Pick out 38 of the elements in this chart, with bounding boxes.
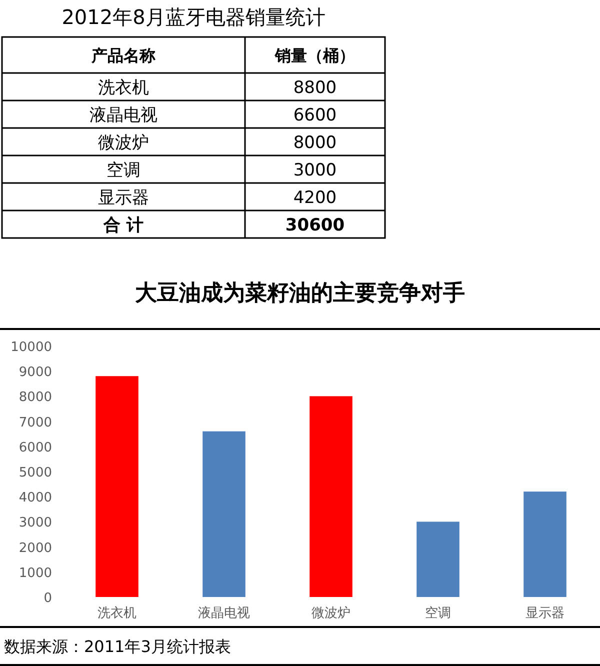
y-tick-label: 7000 [18, 415, 52, 430]
x-tick-label: 空调 [425, 606, 451, 621]
source-note: 数据来源：2011年3月统计报表 [4, 637, 231, 656]
x-tick-label: 液晶电视 [198, 606, 250, 621]
data-label: 8000 [293, 132, 337, 153]
x-tick-label: 显示器 [526, 606, 564, 621]
y-tick-label: 6000 [18, 440, 52, 456]
y-tick-label: 5000 [18, 466, 52, 480]
text: 合 计 [102, 215, 144, 236]
category-label: 洗衣机 [98, 78, 149, 98]
text: 产品名称 [90, 46, 156, 65]
category-label: 空调 [106, 160, 140, 180]
text: 销量（桶） [274, 46, 355, 65]
data-label: 3000 [293, 160, 337, 180]
y-tick-label: 1000 [18, 566, 52, 581]
x-tick-label: 微波炉 [312, 606, 350, 621]
y-tick-label: 10000 [10, 340, 52, 355]
y-tick-label: 4000 [18, 490, 52, 506]
category-label: 显示器 [98, 188, 149, 208]
bar [416, 522, 460, 597]
data-label: 8800 [293, 78, 337, 98]
y-tick-label: 3000 [18, 516, 52, 531]
bar [96, 376, 138, 597]
data-label: 4200 [293, 188, 337, 208]
data-label: 6600 [293, 105, 337, 126]
category-label: 微波炉 [98, 132, 149, 153]
text: 2012年8月蓝牙电器销量统计 [62, 5, 326, 29]
chart-title: 大豆油成为菜籽油的主要竞争对手 [135, 280, 465, 306]
y-tick-label: 0 [44, 591, 52, 606]
bar [202, 431, 246, 597]
text: 30600 [285, 215, 345, 236]
y-tick-label: 9000 [18, 365, 52, 380]
bar [310, 396, 352, 597]
x-tick-label: 洗衣机 [98, 606, 136, 621]
bar [524, 492, 566, 597]
y-tick-label: 2000 [18, 540, 52, 556]
y-tick-label: 8000 [18, 390, 52, 406]
category-label: 液晶电视 [90, 105, 158, 126]
